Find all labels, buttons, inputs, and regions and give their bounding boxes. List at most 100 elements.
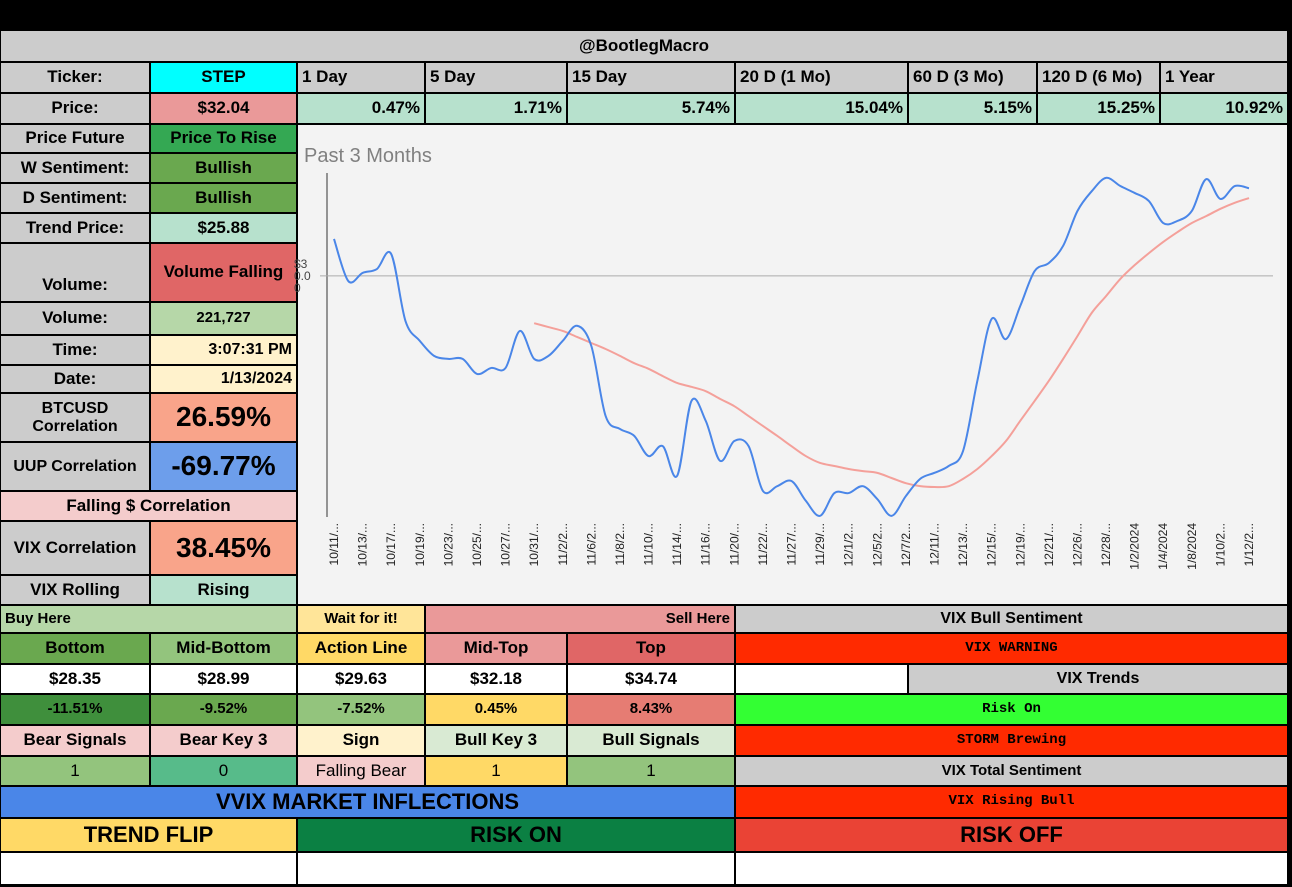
signal-header: Bull Signals bbox=[567, 725, 735, 756]
side-label: Date: bbox=[0, 365, 150, 393]
side-label: D Sentiment: bbox=[0, 183, 150, 213]
x-tick-label: 12/1/2... bbox=[842, 523, 856, 566]
period-header: 120 D (6 Mo) bbox=[1037, 62, 1160, 93]
x-tick-label: 11/29/... bbox=[813, 523, 827, 565]
price-label: Price: bbox=[0, 93, 150, 124]
signal-value: 1 bbox=[425, 756, 567, 786]
level-change: -7.52% bbox=[297, 694, 425, 725]
x-tick-label: 11/6/2... bbox=[584, 523, 598, 565]
empty-cell bbox=[0, 852, 297, 885]
spreadsheet: @BootlegMacro Ticker: STEP 1 Day 5 Day 1… bbox=[0, 30, 1288, 885]
zone-label: Wait for it! bbox=[297, 605, 425, 633]
signal-value: Falling Bear bbox=[297, 756, 425, 786]
x-tick-label: 10/11/... bbox=[327, 523, 341, 565]
vix-warning: VIX WARNING bbox=[735, 633, 1288, 664]
level-change: 0.45% bbox=[425, 694, 567, 725]
side-label: Price Future bbox=[0, 124, 150, 153]
y-tick-label: $3 0.0 0 bbox=[294, 256, 311, 295]
empty-cell bbox=[735, 664, 908, 694]
level-price: $28.35 bbox=[0, 664, 150, 694]
x-tick-label: 12/11/... bbox=[927, 523, 941, 565]
x-tick-label: 12/21/... bbox=[1042, 523, 1056, 566]
chart: Past 3 Months 10/11/... 10/13/... 10/17/..… bbox=[304, 145, 1273, 570]
x-tick-label: 11/22/... bbox=[756, 523, 770, 565]
x-tick-label: 10/17/... bbox=[384, 523, 398, 566]
period-change: 0.47% bbox=[297, 93, 425, 124]
ticker-label: Ticker: bbox=[0, 62, 150, 93]
period-header: 15 Day bbox=[567, 62, 735, 93]
side-label: Volume: bbox=[0, 302, 150, 335]
x-tick-label: 11/2/2... bbox=[556, 523, 570, 565]
period-header: 20 D (1 Mo) bbox=[735, 62, 908, 93]
x-tick-label: 12/5/2... bbox=[870, 523, 884, 566]
x-tick-label: 11/16/... bbox=[699, 523, 713, 565]
side-value: 26.59% bbox=[150, 393, 297, 442]
x-tick-label: 10/25/... bbox=[470, 523, 484, 566]
side-label: Time: bbox=[0, 335, 150, 365]
empty-cell bbox=[735, 852, 1288, 885]
x-tick-label: 11/20/... bbox=[727, 523, 741, 565]
period-header: 60 D (3 Mo) bbox=[908, 62, 1037, 93]
signal-value: 1 bbox=[0, 756, 150, 786]
price-line bbox=[533, 197, 1250, 489]
side-label: W Sentiment: bbox=[0, 153, 150, 183]
vix-total: VIX Rising Bull bbox=[735, 786, 1288, 818]
vix-header: VIX Total Sentiment bbox=[735, 756, 1288, 786]
chart-panel: Past 3 Months 10/11/... 10/13/... 10/17/..… bbox=[294, 124, 1288, 605]
side-value: -69.77% bbox=[150, 442, 297, 491]
x-tick-label: 11/14/... bbox=[670, 523, 684, 565]
level-header: Mid-Bottom bbox=[150, 633, 297, 664]
period-header: 1 Year bbox=[1160, 62, 1288, 93]
level-change: -9.52% bbox=[150, 694, 297, 725]
side-value: Price To Rise bbox=[150, 124, 297, 153]
x-tick-label: 11/8/2... bbox=[613, 523, 627, 565]
period-header: 1 Day bbox=[297, 62, 425, 93]
x-tick-label: 11/10/... bbox=[642, 523, 656, 565]
period-change: 15.25% bbox=[1037, 93, 1160, 124]
x-tick-label: 1/12/2... bbox=[1242, 523, 1256, 566]
level-price: $28.99 bbox=[150, 664, 297, 694]
x-tick-label: 12/19/... bbox=[1013, 523, 1027, 566]
price-line bbox=[333, 176, 1250, 517]
side-value: Bullish bbox=[150, 183, 297, 213]
x-tick-label: 1/4/2024 bbox=[1156, 523, 1170, 570]
ticker-value: STEP bbox=[150, 62, 297, 93]
x-tick-label: 11/27/... bbox=[785, 523, 799, 565]
x-tick-label: 1/10/2... bbox=[1213, 523, 1227, 566]
side-value: 38.45% bbox=[150, 521, 297, 575]
level-change: -11.51% bbox=[0, 694, 150, 725]
period-change: 1.71% bbox=[425, 93, 567, 124]
side-value: Volume Falling bbox=[150, 243, 297, 302]
side-value: 221,727 bbox=[150, 302, 297, 335]
x-tick-label: 12/15/... bbox=[985, 523, 999, 566]
vix-risk: Risk On bbox=[735, 694, 1288, 725]
signal-value: 0 bbox=[150, 756, 297, 786]
level-change: 8.43% bbox=[567, 694, 735, 725]
x-tick-label: 12/28/... bbox=[1099, 523, 1113, 566]
price-value: $32.04 bbox=[150, 93, 297, 124]
x-tick-label: 10/31/... bbox=[527, 523, 541, 566]
level-header: Mid-Top bbox=[425, 633, 567, 664]
level-header: Action Line bbox=[297, 633, 425, 664]
period-change: 10.92% bbox=[1160, 93, 1288, 124]
vix-header: VIX Trends bbox=[908, 664, 1288, 694]
sheet-title: @BootlegMacro bbox=[0, 30, 1288, 62]
inflection-state: RISK OFF bbox=[735, 818, 1288, 852]
zone-label: Buy Here bbox=[0, 605, 297, 633]
inflection-state: RISK ON bbox=[297, 818, 735, 852]
vix-header: VIX Bull Sentiment bbox=[735, 605, 1288, 633]
level-price: $34.74 bbox=[567, 664, 735, 694]
signal-value: 1 bbox=[567, 756, 735, 786]
x-tick-label: 10/13/... bbox=[356, 523, 370, 566]
side-value: Rising bbox=[150, 575, 297, 605]
side-label: Volume: bbox=[0, 243, 150, 302]
side-label: Trend Price: bbox=[0, 213, 150, 243]
period-change: 5.74% bbox=[567, 93, 735, 124]
inflections-title: VVIX MARKET INFLECTIONS bbox=[0, 786, 735, 818]
side-value: 3:07:31 PM bbox=[150, 335, 297, 365]
side-label: Falling $ Correlation bbox=[0, 491, 297, 521]
x-tick-label: 1/2/2024 bbox=[1128, 523, 1142, 570]
x-tick-label: 10/27/... bbox=[499, 523, 513, 566]
empty-cell bbox=[297, 852, 735, 885]
